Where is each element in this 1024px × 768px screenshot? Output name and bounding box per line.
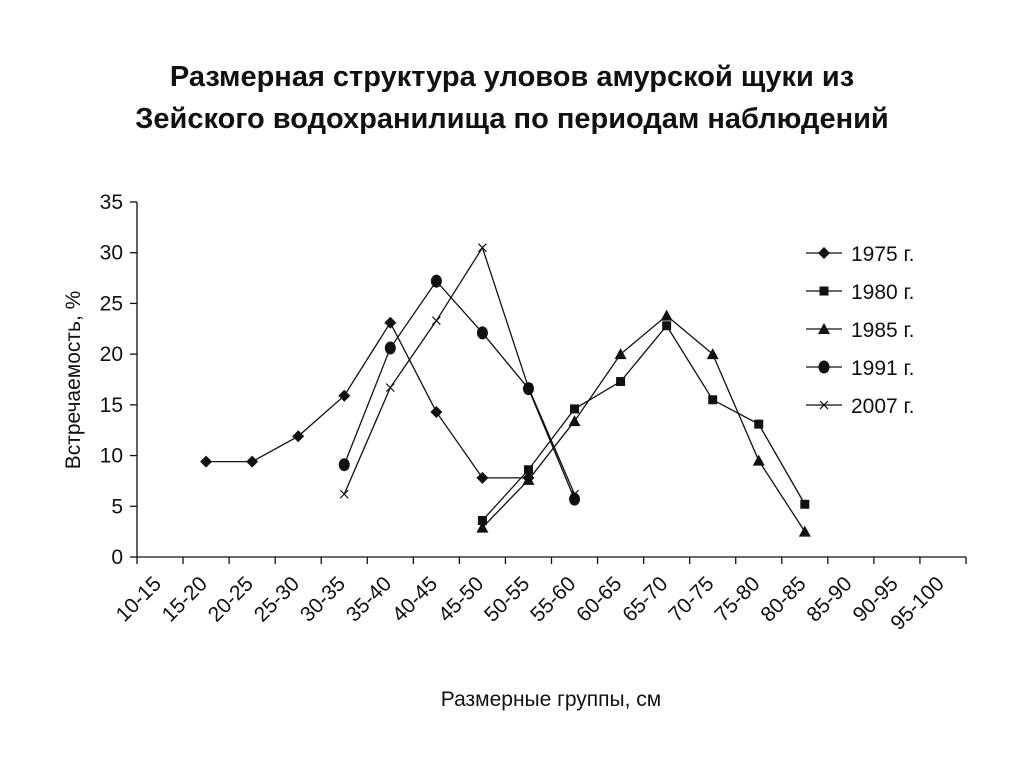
data-point <box>800 499 810 509</box>
legend-marker <box>818 247 830 259</box>
x-tick-label: 30-35 <box>296 572 350 626</box>
data-point <box>569 492 581 506</box>
y-tick-label: 35 <box>100 191 123 214</box>
y-tick-label: 20 <box>100 343 123 366</box>
data-point <box>523 465 533 475</box>
legend-label: 1980 г. <box>851 281 914 304</box>
x-tick-label: 20-25 <box>204 572 258 626</box>
x-tick-label: 45-50 <box>434 572 488 626</box>
series-4 <box>339 243 579 499</box>
series-line <box>206 321 529 479</box>
x-tick-label: 50-55 <box>480 572 534 626</box>
x-tick-label: 85-90 <box>802 572 856 626</box>
series-layer <box>200 243 811 537</box>
data-point <box>430 405 443 418</box>
x-tick-label: 75-80 <box>710 572 764 626</box>
legend-item: 1985 г. <box>806 319 914 342</box>
data-point <box>524 383 533 393</box>
x-axis-ticks: 10-1515-2020-2525-3030-3535-4040-4545-50… <box>112 557 967 635</box>
legend-item: 1980 г. <box>806 281 914 304</box>
series-2 <box>476 309 811 537</box>
data-point <box>660 309 673 321</box>
chart-title-line-1: Размерная структура уловов амурской щуки… <box>169 61 855 93</box>
data-point <box>476 471 489 484</box>
data-point <box>292 430 305 443</box>
data-point <box>431 316 441 326</box>
x-tick-label: 35-40 <box>342 572 396 626</box>
x-tick-label: 40-45 <box>388 572 442 626</box>
data-point <box>568 415 581 427</box>
y-tick-label: 0 <box>111 546 123 569</box>
series-line <box>481 324 806 521</box>
legend-marker <box>819 400 829 410</box>
x-tick-label: 80-85 <box>756 572 810 626</box>
data-point <box>430 274 442 288</box>
x-tick-label: 65-70 <box>618 572 672 626</box>
x-tick-label: 15-20 <box>158 572 212 626</box>
y-tick-label: 30 <box>100 242 123 265</box>
series-line <box>343 246 576 495</box>
y-axis-title: Встречаемость, % <box>62 291 85 470</box>
series-3 <box>338 274 581 506</box>
data-point <box>339 489 349 499</box>
data-point <box>614 348 627 360</box>
data-point <box>477 243 487 253</box>
data-point <box>384 316 397 329</box>
x-tick-label: 10-15 <box>112 572 166 626</box>
x-tick-label: 25-30 <box>250 572 304 626</box>
y-tick-label: 10 <box>100 445 123 468</box>
x-tick-label: 55-60 <box>526 572 580 626</box>
x-axis-title: Размерные группы, см <box>441 688 661 711</box>
data-point <box>570 489 579 499</box>
data-point <box>752 454 765 466</box>
legend-item: 1991 г. <box>806 357 914 380</box>
data-point <box>385 383 395 393</box>
legend-marker <box>818 323 830 334</box>
data-point <box>200 455 213 468</box>
legend-marker <box>819 286 829 296</box>
data-point <box>706 348 719 360</box>
data-point <box>338 458 350 472</box>
y-tick-label: 25 <box>100 292 123 315</box>
legend-label: 1991 г. <box>851 357 914 380</box>
chart-title: Размерная структура уловов амурской щуки… <box>0 56 1024 140</box>
legend-item: 2007 г. <box>806 395 914 418</box>
data-point <box>708 395 718 405</box>
y-tick-label: 15 <box>100 394 123 417</box>
series-line <box>481 314 806 532</box>
data-point <box>616 377 626 387</box>
data-point <box>476 326 488 340</box>
data-point <box>246 455 259 468</box>
data-point <box>476 521 489 533</box>
chart-legend: 1975 г. 1980 г. 1985 г. 1991 г. 2007 г. <box>806 243 914 418</box>
data-point <box>338 389 351 402</box>
y-tick-label: 5 <box>111 495 123 518</box>
x-tick-label: 70-75 <box>664 572 718 626</box>
y-axis-ticks: 0 5 10 15 20 25 30 35 <box>100 191 137 569</box>
data-point <box>798 525 811 537</box>
series-1 <box>477 321 810 525</box>
series-line <box>343 280 576 500</box>
data-point <box>754 419 764 429</box>
legend-label: 2007 г. <box>851 395 914 418</box>
chart-axes <box>136 202 966 558</box>
legend-label: 1975 г. <box>851 243 914 266</box>
data-point <box>662 321 672 331</box>
legend-marker <box>818 360 830 374</box>
data-point <box>384 341 396 355</box>
data-point <box>570 404 580 414</box>
x-tick-label: 60-65 <box>572 572 626 626</box>
data-point <box>522 473 535 485</box>
legend-item: 1975 г. <box>806 243 914 266</box>
data-point <box>477 515 487 525</box>
series-0 <box>200 316 535 484</box>
legend-label: 1985 г. <box>851 319 914 342</box>
chart-title-line-2: Зейского водохранилища по периодам наблю… <box>135 103 889 135</box>
